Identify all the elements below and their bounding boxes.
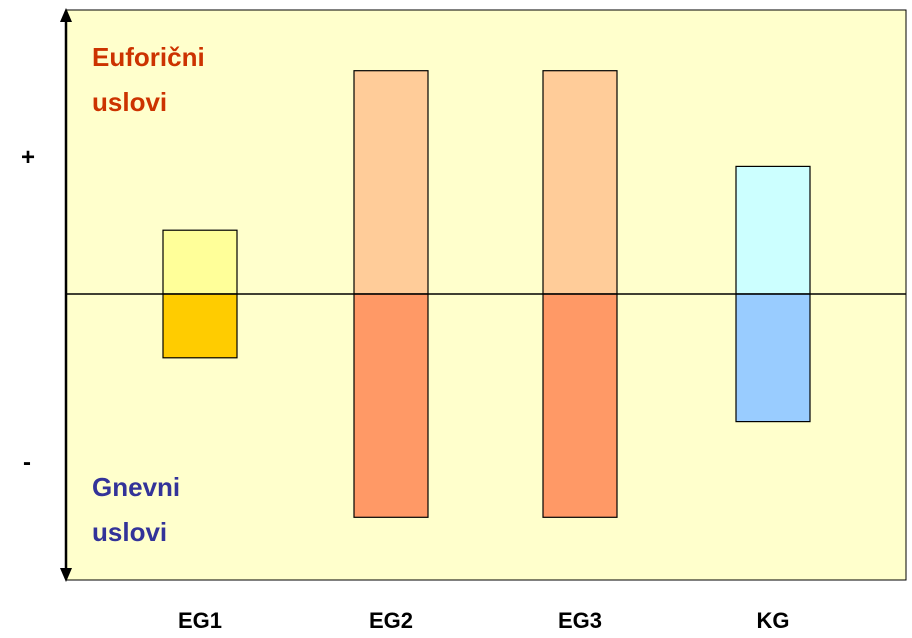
negative-label-line-1: Gnevni bbox=[92, 472, 180, 502]
bar-kg-negative bbox=[735, 293, 811, 423]
bars-group bbox=[162, 70, 811, 518]
bar-eg1-positive bbox=[162, 229, 238, 295]
x-tick-label: EG3 bbox=[558, 608, 602, 633]
bar-kg-positive bbox=[735, 165, 811, 295]
bar-eg2-positive bbox=[353, 70, 429, 295]
positive-label-line-2: uslovi bbox=[92, 87, 167, 117]
positive-label-line-1: Euforični bbox=[92, 42, 205, 72]
x-tick-label: EG2 bbox=[369, 608, 413, 633]
x-tick-label: EG1 bbox=[178, 608, 222, 633]
minus-sign: - bbox=[23, 449, 31, 476]
bar-eg1-negative bbox=[162, 293, 238, 359]
x-tick-label: KG bbox=[757, 608, 790, 633]
bar-eg3-negative bbox=[542, 293, 618, 518]
bar-eg2-negative bbox=[353, 293, 429, 518]
bar-eg3-positive bbox=[542, 70, 618, 295]
y-axis-down-arrow bbox=[60, 568, 72, 582]
x-tick-labels: EG1 EG2 EG3 KG bbox=[178, 608, 790, 633]
y-axis-up-arrow bbox=[60, 8, 72, 22]
negative-label-line-2: uslovi bbox=[92, 517, 167, 547]
plus-sign: + bbox=[21, 144, 35, 171]
